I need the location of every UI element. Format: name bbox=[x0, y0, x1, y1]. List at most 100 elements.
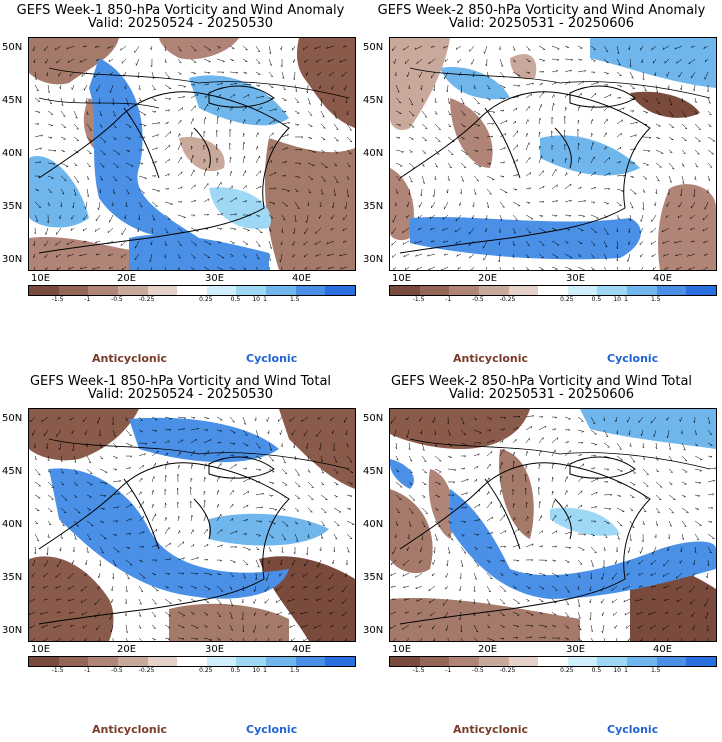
colorbar-segment bbox=[508, 657, 539, 666]
panel-title: GEFS Week-1 850-hPa Vorticity and Wind A… bbox=[16, 3, 345, 18]
vorticity-map bbox=[28, 37, 356, 271]
colorbar-tick-label: 1.5 bbox=[650, 667, 661, 674]
colorbar-tick-label: -1 bbox=[445, 296, 452, 303]
colorbar-segment bbox=[656, 657, 687, 666]
colorbar-tick-label: -0.25 bbox=[138, 667, 155, 674]
colorbar-segment bbox=[686, 286, 717, 295]
cyclonic-label: Cyclonic bbox=[607, 352, 659, 365]
lat-label: 35N bbox=[2, 572, 23, 583]
lon-label: 30E bbox=[205, 273, 225, 284]
lon-label: 10E bbox=[392, 273, 412, 284]
lat-label: 45N bbox=[2, 466, 23, 477]
vorticity-map bbox=[389, 37, 717, 271]
anticyclonic-label: Anticyclonic bbox=[453, 352, 529, 365]
colorbar bbox=[389, 656, 717, 667]
colorbar-segment bbox=[567, 657, 598, 666]
colorbar-tick-label: 1 bbox=[263, 667, 267, 674]
colorbar-segment bbox=[627, 286, 657, 295]
anticyclonic-label: Anticyclonic bbox=[92, 352, 168, 365]
wind-vectors bbox=[32, 45, 353, 270]
colorbar-tick-label: -1 bbox=[84, 667, 91, 674]
vorticity-map bbox=[28, 408, 356, 642]
colorbar-segment bbox=[508, 286, 539, 295]
lon-label: 40E bbox=[653, 644, 673, 655]
colorbar-tick-label: -1 bbox=[84, 296, 91, 303]
panel-title: GEFS Week-2 850-hPa Vorticity and Wind A… bbox=[377, 3, 706, 18]
lon-label: 10E bbox=[31, 644, 51, 655]
lon-label: 20E bbox=[478, 644, 498, 655]
colorbar-segment bbox=[325, 657, 356, 666]
colorbar-ticks: -1.5 -1 -0.5 -0.25 0.25 0.5 1 1.5 10 bbox=[28, 667, 354, 677]
colorbar bbox=[28, 656, 356, 667]
anticyclonic-label: Anticyclonic bbox=[453, 723, 529, 736]
cyclonic-label: Cyclonic bbox=[607, 723, 659, 736]
colorbar-segment bbox=[58, 657, 89, 666]
colorbar-scale-label: 10 bbox=[613, 296, 622, 303]
lon-label: 10E bbox=[392, 644, 412, 655]
colorbar-tick-label: 0.25 bbox=[560, 667, 574, 674]
colorbar-tick-label: -0.25 bbox=[499, 667, 516, 674]
lon-label: 40E bbox=[292, 644, 312, 655]
colorbar-segment bbox=[538, 286, 568, 295]
colorbar-segment bbox=[266, 286, 296, 295]
colorbar-segment bbox=[627, 657, 657, 666]
colorbar-segment bbox=[206, 286, 237, 295]
colorbar-segment bbox=[419, 286, 450, 295]
vorticity-map bbox=[389, 408, 717, 642]
colorbar-tick-label: 1 bbox=[263, 296, 267, 303]
panel-week2-total: GEFS Week-2 850-hPa Vorticity and Wind T… bbox=[361, 371, 722, 742]
colorbar-segment bbox=[206, 657, 237, 666]
colorbar-tick-label: -1 bbox=[445, 667, 452, 674]
colorbar-tick-label: 0.25 bbox=[199, 667, 213, 674]
panel-valid-date: Valid: 20250531 - 20250606 bbox=[448, 16, 635, 31]
colorbar-segment bbox=[58, 286, 89, 295]
panel-week1-total: GEFS Week-1 850-hPa Vorticity and Wind T… bbox=[0, 371, 361, 742]
panel-valid-date: Valid: 20250524 - 20250530 bbox=[87, 387, 274, 402]
lon-label: 40E bbox=[653, 273, 673, 284]
lon-label: 30E bbox=[205, 644, 225, 655]
lat-label: 40N bbox=[2, 519, 23, 530]
colorbar-tick-label: -0.5 bbox=[472, 296, 484, 303]
lat-label: 35N bbox=[2, 201, 23, 212]
colorbar-segment bbox=[390, 657, 420, 666]
colorbar-segment bbox=[449, 657, 479, 666]
lat-label: 30N bbox=[2, 254, 23, 265]
panel-title: GEFS Week-2 850-hPa Vorticity and Wind T… bbox=[390, 374, 693, 389]
lat-label: 50N bbox=[363, 413, 384, 424]
colorbar-segment bbox=[117, 286, 148, 295]
colorbar-segment bbox=[478, 286, 509, 295]
lat-label: 50N bbox=[2, 413, 23, 424]
lat-label: 35N bbox=[363, 572, 384, 583]
colorbar-tick-label: 0.25 bbox=[199, 296, 213, 303]
lat-label: 45N bbox=[363, 466, 384, 477]
wind-vectors bbox=[391, 45, 716, 270]
lat-label: 30N bbox=[363, 625, 384, 636]
wind-vectors bbox=[29, 416, 355, 641]
cyclonic-label: Cyclonic bbox=[246, 723, 298, 736]
colorbar-segment bbox=[88, 286, 118, 295]
colorbar-segment bbox=[177, 286, 207, 295]
lon-label: 10E bbox=[31, 273, 51, 284]
colorbar-scale-label: 10 bbox=[252, 296, 261, 303]
colorbar-segment bbox=[597, 657, 628, 666]
lat-label: 40N bbox=[2, 148, 23, 159]
colorbar-tick-label: -0.5 bbox=[472, 667, 484, 674]
panel-week2-anomaly: GEFS Week-2 850-hPa Vorticity and Wind A… bbox=[361, 0, 722, 371]
colorbar-segment bbox=[656, 286, 687, 295]
lat-label: 30N bbox=[363, 254, 384, 265]
panel-week1-anomaly: GEFS Week-1 850-hPa Vorticity and Wind A… bbox=[0, 0, 361, 371]
cyclonic-label: Cyclonic bbox=[246, 352, 298, 365]
colorbar-tick-label: -0.25 bbox=[138, 296, 155, 303]
colorbar-segment bbox=[147, 286, 178, 295]
colorbar-scale-label: 10 bbox=[613, 667, 622, 674]
colorbar-segment bbox=[29, 657, 59, 666]
colorbar-tick-label: 0.5 bbox=[591, 667, 602, 674]
colorbar-segment bbox=[538, 657, 568, 666]
colorbar-segment bbox=[88, 657, 118, 666]
colorbar-tick-label: -1.5 bbox=[412, 667, 425, 674]
colorbar-segment bbox=[686, 657, 717, 666]
colorbar-segment bbox=[419, 657, 450, 666]
colorbar-tick-label: -0.5 bbox=[111, 296, 123, 303]
colorbar-segment bbox=[29, 286, 59, 295]
colorbar-segment bbox=[117, 657, 148, 666]
